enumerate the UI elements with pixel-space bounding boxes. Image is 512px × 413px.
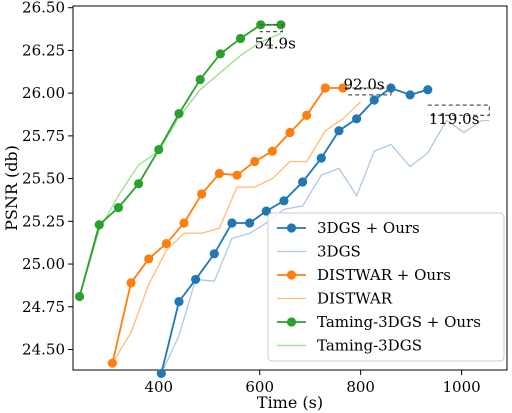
annotation-bracket — [345, 87, 392, 96]
time-annotation: 119.0s — [427, 104, 490, 128]
series-distwar — [111, 101, 362, 364]
legend-entry: DISTWAR — [277, 290, 393, 308]
data-point — [320, 83, 330, 93]
data-point — [156, 368, 166, 379]
data-point — [191, 274, 201, 285]
data-point — [316, 153, 326, 163]
y-tick-label: 25.25 — [22, 212, 65, 230]
data-point — [174, 297, 184, 307]
data-point — [302, 110, 312, 120]
x-tick-label: 1000 — [442, 378, 480, 396]
data-point — [267, 146, 277, 156]
series-layer — [74, 20, 490, 379]
data-point — [195, 74, 205, 85]
annotations-layer: 54.9s 92.0s 119.0s — [255, 24, 490, 128]
x-tick-label: 600 — [245, 378, 274, 396]
legend-label: 3DGS + Ours — [317, 219, 420, 237]
y-tick-label: 24.50 — [22, 340, 65, 358]
data-point — [74, 291, 85, 302]
y-tick-label: 24.75 — [22, 298, 65, 316]
legend-swatch-marker — [286, 317, 297, 327]
data-point — [423, 85, 433, 95]
legend-entry: 3DGS + Ours — [277, 219, 420, 237]
x-tick-label: 400 — [144, 378, 173, 396]
data-point — [285, 127, 295, 138]
legend-swatch-marker — [286, 270, 297, 280]
data-point — [144, 254, 154, 264]
data-point — [369, 95, 379, 105]
data-point — [126, 278, 136, 288]
data-point — [245, 218, 255, 228]
data-point — [235, 33, 246, 44]
data-point — [232, 170, 242, 180]
y-tick-label: 25.75 — [22, 127, 65, 145]
legend-entry: 3DGS — [277, 243, 361, 261]
series-line — [160, 87, 429, 374]
legend-label: Taming-3DGS + Ours — [317, 313, 481, 331]
data-point — [107, 358, 117, 368]
y-tick-label: 26.00 — [22, 84, 65, 102]
data-point — [250, 156, 260, 167]
data-point — [352, 114, 362, 124]
legend-swatch-marker — [286, 223, 297, 233]
data-point — [215, 49, 225, 59]
data-point — [405, 90, 415, 100]
data-point — [214, 168, 224, 179]
x-axis-title: Time (s) — [257, 393, 323, 412]
series-taming-3dgs-ours — [74, 20, 286, 302]
data-point — [197, 189, 207, 199]
data-point — [154, 144, 164, 155]
annotation-label: 119.0s — [429, 110, 480, 128]
data-point — [261, 206, 271, 216]
data-point — [209, 249, 219, 259]
legend-label: Taming-3DGS — [317, 337, 422, 355]
legend: 3DGS + Ours 3DGS DISTWAR + Ours DISTWAR Tami… — [267, 212, 505, 362]
data-point — [298, 177, 308, 187]
legend-entry: DISTWAR + Ours — [277, 266, 451, 284]
data-point — [113, 203, 124, 213]
series-line — [160, 119, 490, 374]
time-annotation: 92.0s — [343, 76, 392, 96]
data-point — [174, 109, 184, 119]
series-distwar-ours — [107, 83, 348, 368]
annotation-bracket — [427, 104, 490, 116]
legend-label: DISTWAR + Ours — [317, 266, 451, 284]
series-3dgs-ours — [156, 83, 433, 379]
data-point — [94, 220, 104, 230]
data-point — [134, 179, 144, 189]
series-3dgs — [160, 119, 490, 374]
plot-frame — [72, 5, 508, 371]
data-point — [161, 238, 171, 249]
legend-label: 3DGS — [317, 243, 361, 261]
data-point — [227, 218, 237, 228]
y-axis-title: PSNR (db) — [2, 145, 21, 231]
y-tick-label: 26.25 — [22, 41, 65, 59]
series-line — [111, 101, 362, 364]
x-tick-label: 800 — [346, 378, 375, 396]
data-point — [279, 196, 289, 206]
data-point — [338, 83, 348, 93]
y-tick-label: 26.50 — [22, 0, 65, 17]
legend-entry: Taming-3DGS — [277, 337, 422, 355]
time-annotation: 54.9s — [255, 24, 296, 53]
y-tick-label: 25.00 — [22, 255, 65, 273]
annotation-label: 54.9s — [255, 35, 296, 53]
annotation-label: 92.0s — [343, 76, 384, 94]
y-tick-label: 25.50 — [22, 170, 65, 188]
data-point — [334, 126, 344, 136]
data-point — [179, 218, 189, 228]
legend-label: DISTWAR — [317, 290, 393, 308]
legend-entry: Taming-3DGS + Ours — [277, 313, 481, 331]
legend-box — [267, 212, 505, 362]
